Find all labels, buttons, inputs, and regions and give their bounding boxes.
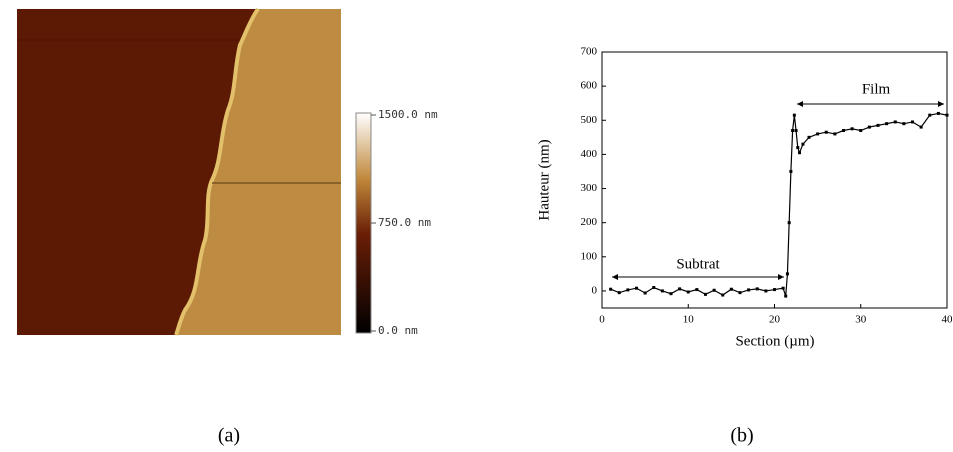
marker — [885, 122, 888, 125]
colorbar — [356, 113, 371, 333]
annotation-arrows — [612, 101, 944, 280]
marker — [721, 294, 724, 297]
y-tick-label: 400 — [581, 148, 598, 160]
y-tick-label: 300 — [581, 182, 598, 194]
y-tick-label: 500 — [581, 114, 598, 126]
marker — [670, 292, 673, 295]
x-tick-label: 30 — [855, 314, 867, 326]
marker — [644, 291, 647, 294]
marker — [833, 132, 836, 135]
x-tick-label: 40 — [942, 314, 953, 326]
marker — [609, 288, 612, 291]
plot-frame — [602, 52, 947, 308]
marker — [851, 127, 854, 130]
marker — [789, 170, 792, 173]
marker — [868, 126, 871, 129]
marker — [902, 122, 905, 125]
y-axis-label: Hauteur (nm) — [536, 139, 552, 220]
x-tick-label: 0 — [599, 314, 605, 326]
marker — [859, 129, 862, 132]
caption: (a) — [218, 425, 240, 447]
annotation: Subtrat — [676, 256, 720, 272]
y-tick-label: 100 — [581, 250, 598, 262]
marker — [928, 114, 931, 117]
marker — [782, 287, 785, 290]
y-tick-label: 700 — [581, 46, 598, 58]
marker — [784, 295, 787, 298]
marker — [652, 286, 655, 289]
marker — [739, 291, 742, 294]
marker — [764, 289, 767, 292]
x-tick-label: 10 — [683, 314, 695, 326]
colorbar-tick-label: 1500.0 nm — [378, 108, 438, 121]
x-tick-label: 20 — [769, 314, 781, 326]
annotation: Film — [862, 81, 891, 97]
marker — [816, 132, 819, 135]
marker — [946, 114, 949, 117]
marker — [911, 120, 914, 123]
marker — [798, 151, 801, 154]
afm-image — [17, 9, 341, 335]
x-axis-label: Section (µm) — [735, 333, 814, 349]
y-tick-label: 0 — [592, 284, 598, 296]
marker — [842, 129, 845, 132]
colorbar-tick-label: 750.0 nm — [378, 216, 431, 229]
marker — [788, 221, 791, 224]
marker — [773, 288, 776, 291]
marker — [756, 287, 759, 290]
marker — [796, 146, 799, 149]
marker — [937, 112, 940, 115]
marker — [678, 287, 681, 290]
marker — [793, 114, 796, 117]
marker — [877, 124, 880, 127]
marker — [825, 131, 828, 134]
line — [611, 113, 947, 296]
marker — [635, 287, 638, 290]
caption: (b) — [730, 425, 753, 447]
marker — [713, 289, 716, 292]
marker — [894, 120, 897, 123]
marker — [618, 291, 621, 294]
page: (a) Section (µm) Hauteur (nm) (b) Subtra… — [0, 0, 953, 452]
marker — [747, 288, 750, 291]
colorbar-tick-label: 0.0 nm — [378, 324, 418, 337]
marker — [795, 129, 798, 132]
figure: (a) Section (µm) Hauteur (nm) (b) Subtra… — [0, 0, 953, 452]
marker — [786, 272, 789, 275]
marker — [808, 136, 811, 139]
marker — [695, 288, 698, 291]
marker — [730, 288, 733, 291]
marker — [626, 288, 629, 291]
marker — [920, 126, 923, 129]
y-tick-label: 200 — [581, 216, 598, 228]
marker — [791, 129, 794, 132]
marker — [687, 290, 690, 293]
marker — [704, 293, 707, 296]
marker — [801, 143, 804, 146]
y-tick-label: 600 — [581, 80, 598, 92]
marker — [661, 289, 664, 292]
